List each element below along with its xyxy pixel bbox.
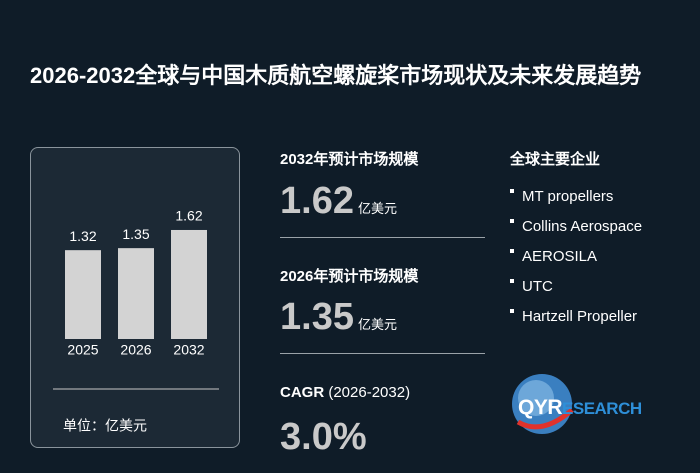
- cagr-label: CAGR: [280, 384, 325, 401]
- logo-text: QYRESEARCH: [518, 396, 642, 420]
- logo: QYRESEARCH: [510, 370, 700, 440]
- cagr-value: 3.0%: [280, 416, 367, 458]
- chart-card: 单位：亿美元 1.32 2025 1.35 2026 1.62 2032: [30, 147, 240, 448]
- stat-unit: 亿美元: [357, 317, 397, 332]
- unit-label: 单位：亿美元: [63, 418, 147, 434]
- logo-swoosh: [516, 408, 574, 430]
- company: MT propellers: [510, 188, 613, 205]
- logo-rest: ESEARCH: [562, 399, 642, 418]
- separator: [280, 237, 485, 238]
- chart: 单位：亿美元 1.32 2025 1.35 2026 1.62 2032: [53, 208, 219, 434]
- bar: [118, 248, 154, 339]
- bar: [171, 229, 207, 339]
- company: Hartzell Propeller: [510, 308, 637, 325]
- company: AEROSILA: [510, 248, 597, 265]
- logo-globe-shine: [518, 380, 554, 416]
- bar: [65, 250, 101, 339]
- stat-heading: 2026年预计市场规模: [280, 268, 419, 285]
- companies-heading: 全球主要企业: [510, 151, 601, 168]
- stat-value: 1.62: [280, 180, 354, 222]
- x-tick-label: 2026: [120, 342, 151, 358]
- stat-value: 1.35: [280, 296, 354, 338]
- stat: 1.62 亿美元: [280, 180, 397, 223]
- value-label: 1.62: [175, 208, 202, 224]
- company: UTC: [510, 278, 553, 295]
- value-label: 1.35: [122, 226, 149, 242]
- logo-graphic: [512, 374, 574, 434]
- stat-unit: 亿美元: [357, 201, 397, 216]
- x-tick-label: 2032: [173, 342, 204, 358]
- cagr-period: (2026-2032): [328, 384, 411, 401]
- company: Collins Aerospace: [510, 218, 642, 235]
- logo-mark: QYR: [518, 396, 563, 419]
- stat-heading: 2032年预计市场规模: [280, 151, 419, 168]
- value-label: 1.32: [69, 228, 96, 244]
- stat: 1.35 亿美元: [280, 296, 397, 339]
- title: 2026-2032全球与中国木质航空螺旋桨市场现状及未来发展趋势: [30, 63, 642, 88]
- cagr-heading: CAGR (2026-2032): [280, 384, 410, 401]
- x-tick-label: 2025: [67, 342, 98, 358]
- separator: [280, 353, 485, 354]
